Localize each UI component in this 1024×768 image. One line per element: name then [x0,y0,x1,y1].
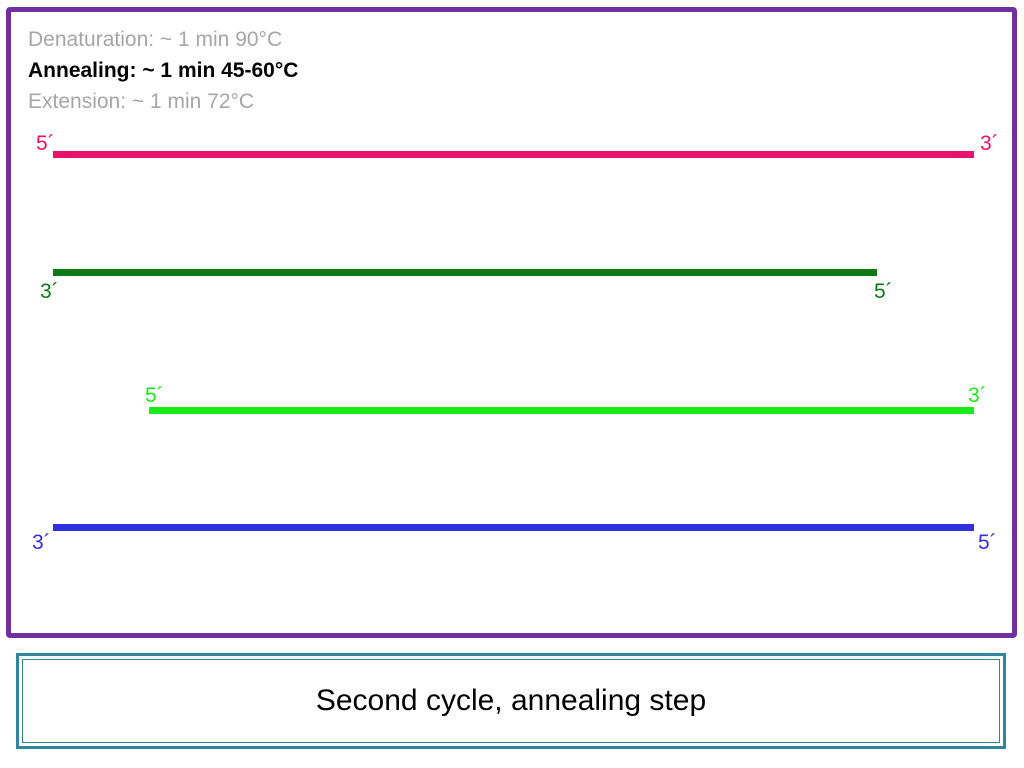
strand-3-left-end: 5´ [145,384,164,407]
caption-inner-border: Second cycle, annealing step [22,659,1000,743]
caption-text: Second cycle, annealing step [315,684,707,717]
step-denaturation: Denaturation: ~ 1 min 90°C [28,28,283,51]
strand-1-line [53,151,974,158]
step-annealing: Annealing: ~ 1 min 45-60°C [28,59,299,82]
strand-3-line [149,407,974,414]
strand-4-line [53,524,974,531]
strand-3-right-end: 3´ [968,384,987,407]
pcr-step-list: Denaturation: ~ 1 min 90°C Annealing: ~ … [28,24,298,117]
strand-2-line [53,269,877,276]
step-extension: Extension: ~ 1 min 72°C [28,90,255,113]
strand-4-left-end: 3´ [32,531,51,554]
caption-box: Second cycle, annealing step [16,653,1006,749]
strand-2-right-end: 5´ [874,280,893,303]
diagram-frame [6,7,1017,638]
strand-4-right-end: 5´ [978,531,997,554]
strand-1-right-end: 3´ [980,132,999,155]
strand-1-left-end: 5´ [36,132,55,155]
strand-2-left-end: 3´ [40,280,59,303]
